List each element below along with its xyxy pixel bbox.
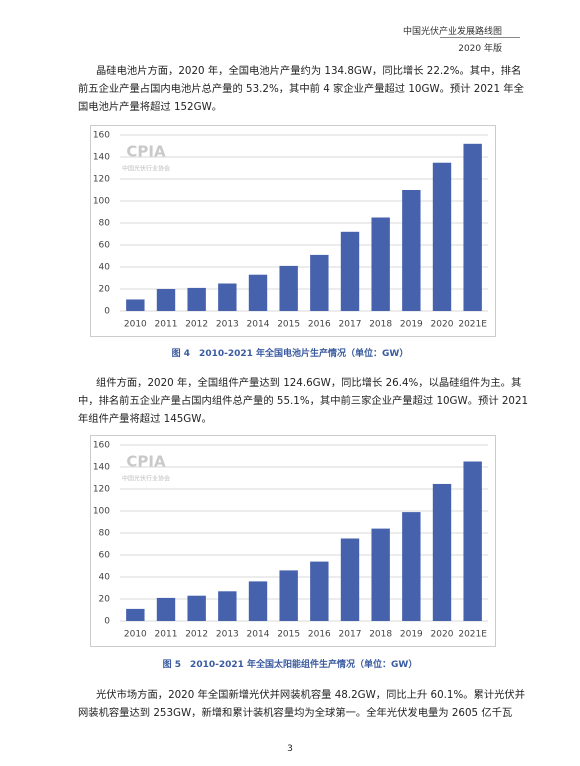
bar bbox=[310, 254, 329, 311]
bar bbox=[126, 608, 145, 621]
y-tick-label: 60 bbox=[99, 241, 111, 251]
x-tick-label: 2016 bbox=[308, 320, 331, 330]
y-tick-label: 0 bbox=[104, 307, 110, 317]
x-tick-label: 2016 bbox=[308, 630, 331, 640]
x-tick-label: 2012 bbox=[185, 630, 208, 640]
text-line: 晶硅电池片方面，2020 年，全国电池片产量约为 134.8GW，同比增长 22… bbox=[96, 65, 522, 77]
y-tick-label: 100 bbox=[93, 507, 110, 517]
bar bbox=[402, 190, 421, 311]
x-tick-label: 2014 bbox=[247, 320, 270, 330]
y-tick-label: 120 bbox=[93, 485, 110, 495]
bar bbox=[432, 162, 452, 311]
x-tick-label: 2011 bbox=[155, 320, 178, 330]
x-tick-label: 2011 bbox=[155, 630, 178, 640]
text-line: 中，排名前五企业产量占国内组件总产量的 55.1%，其中前三家企业产量超过 10… bbox=[78, 395, 529, 407]
x-tick-label: 2017 bbox=[339, 630, 362, 640]
bar bbox=[371, 528, 390, 621]
watermark-text: 中国光伏行业协会 bbox=[122, 475, 170, 483]
y-tick-label: 60 bbox=[99, 551, 111, 561]
y-tick-label: 140 bbox=[93, 153, 110, 163]
y-tick-label: 160 bbox=[93, 131, 110, 141]
text-line: 光伏市场方面，2020 年全国新增光伏并网装机容量 48.2GW，同比上升 60… bbox=[96, 689, 526, 701]
x-tick-label: 2012 bbox=[185, 320, 208, 330]
bar bbox=[340, 231, 360, 311]
y-tick-label: 80 bbox=[99, 529, 111, 539]
text-line: 国电池片产量将超过 152GW。 bbox=[78, 101, 223, 113]
x-tick-label: 2021E bbox=[458, 320, 487, 330]
x-tick-label: 2021E bbox=[458, 630, 487, 640]
bar bbox=[156, 289, 176, 311]
x-tick-label: 2015 bbox=[277, 630, 300, 640]
x-tick-label: 2019 bbox=[400, 630, 423, 640]
bar bbox=[371, 217, 390, 311]
header-edition: 2020 年版 bbox=[458, 44, 502, 54]
x-tick-label: 2015 bbox=[277, 320, 300, 330]
y-tick-label: 20 bbox=[99, 285, 111, 295]
x-tick-label: 2014 bbox=[247, 630, 270, 640]
text-line: 年组件产量将超过 145GW。 bbox=[78, 413, 212, 425]
chart: CPIA 中国光伏行业协会 0 20 40 60 80 100 120 140 160 2010 201… bbox=[90, 125, 496, 337]
bar bbox=[340, 538, 360, 621]
watermark-logo: CPIA bbox=[126, 143, 166, 161]
bar bbox=[218, 591, 237, 621]
y-tick-label: 100 bbox=[93, 197, 110, 207]
text-line: 网装机容量达到 253GW，新增和累计装机容量均为全球第一。全年光伏发电量为 2… bbox=[78, 707, 513, 719]
watermark-text: 中国光伏行业协会 bbox=[122, 165, 170, 173]
bar bbox=[126, 299, 145, 311]
y-tick-label: 120 bbox=[93, 175, 110, 185]
x-tick-label: 2010 bbox=[124, 320, 147, 330]
bar bbox=[218, 283, 237, 311]
bar bbox=[187, 287, 206, 311]
y-tick-label: 40 bbox=[99, 573, 111, 583]
y-tick-label: 20 bbox=[99, 595, 111, 605]
bar bbox=[310, 561, 329, 621]
x-tick-label: 2020 bbox=[431, 320, 454, 330]
x-tick-label: 2018 bbox=[369, 320, 392, 330]
caption: 图 5 2010-2021 年全国太阳能组件生产情况（单位：GW） bbox=[162, 660, 418, 670]
bar bbox=[248, 274, 268, 311]
watermark-logo: CPIA bbox=[126, 453, 166, 471]
header-title: 中国光伏产业发展路线图 bbox=[402, 27, 502, 37]
x-tick-label: 2017 bbox=[339, 320, 362, 330]
bar bbox=[279, 265, 298, 311]
bar bbox=[432, 483, 452, 621]
bar bbox=[279, 570, 298, 621]
x-tick-label: 2013 bbox=[216, 630, 239, 640]
bar bbox=[248, 581, 268, 621]
page-number: 3 bbox=[287, 744, 293, 754]
x-tick-label: 2019 bbox=[400, 320, 423, 330]
bar bbox=[156, 597, 176, 621]
x-tick-label: 2013 bbox=[216, 320, 239, 330]
y-tick-label: 160 bbox=[93, 441, 110, 451]
chart-frame bbox=[90, 435, 496, 647]
header-rule bbox=[440, 37, 520, 38]
bar bbox=[402, 512, 421, 621]
x-tick-label: 2010 bbox=[124, 630, 147, 640]
y-tick-label: 40 bbox=[99, 263, 111, 273]
caption: 图 4 2010-2021 年全国电池片生产情况（单位：GW） bbox=[171, 349, 409, 359]
y-tick-label: 0 bbox=[104, 617, 110, 627]
chart-frame bbox=[90, 125, 496, 337]
x-tick-label: 2018 bbox=[369, 630, 392, 640]
chart: CPIA 中国光伏行业协会 0 20 40 60 80 100 120 140 160 2010 201… bbox=[90, 435, 496, 647]
text-line: 前五企业产量占国内电池片总产量的 53.2%，其中前 4 家企业产量超过 10G… bbox=[78, 83, 524, 95]
y-tick-label: 140 bbox=[93, 463, 110, 473]
bar bbox=[187, 595, 206, 621]
x-tick-label: 2020 bbox=[431, 630, 454, 640]
bar bbox=[463, 461, 482, 621]
text-line: 组件方面，2020 年，全国组件产量达到 124.6GW，同比增长 26.4%，… bbox=[96, 377, 522, 389]
y-tick-label: 80 bbox=[99, 219, 111, 229]
bar bbox=[463, 143, 482, 311]
